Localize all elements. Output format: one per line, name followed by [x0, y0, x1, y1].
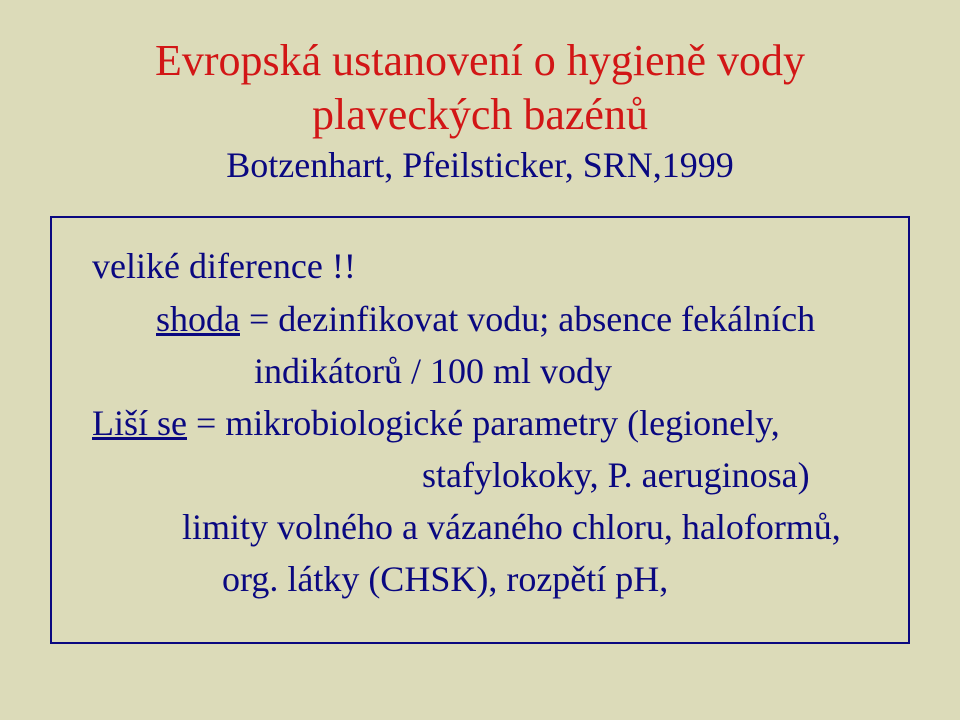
slide: Evropská ustanovení o hygieně vody plave…: [0, 0, 960, 720]
body-line-7: org. látky (CHSK), rozpětí pH,: [222, 553, 872, 605]
slide-title: Evropská ustanovení o hygieně vody plave…: [50, 34, 910, 141]
body-line-2: shoda = dezinfikovat vodu; absence fekál…: [92, 293, 872, 345]
body-line-4: Liší se = mikrobiologické parametry (leg…: [92, 397, 872, 449]
body-line-2-wrap: shoda = dezinfikovat vodu; absence fekál…: [156, 293, 872, 345]
body-line-4b: = mikrobiologické parametry (legionely,: [187, 403, 780, 443]
title-line-1: Evropská ustanovení o hygieně vody: [155, 36, 805, 85]
body-line-4a: Liší se: [92, 403, 187, 443]
body-line-5: stafylokoky, P. aeruginosa): [422, 449, 872, 501]
content-box: veliké diference !! shoda = dezinfikovat…: [50, 216, 910, 643]
title-line-2: plaveckých bazénů: [312, 90, 648, 139]
body-line-2b: = dezinfikovat vodu; absence fekálních: [240, 299, 815, 339]
body-line-2a: shoda: [156, 299, 240, 339]
body-line-6: limity volného a vázaného chloru, halofo…: [182, 501, 872, 553]
body-line-1: veliké diference !!: [92, 240, 872, 292]
slide-subtitle: Botzenhart, Pfeilsticker, SRN,1999: [50, 143, 910, 188]
body-line-3: indikátorů / 100 ml vody: [254, 345, 872, 397]
